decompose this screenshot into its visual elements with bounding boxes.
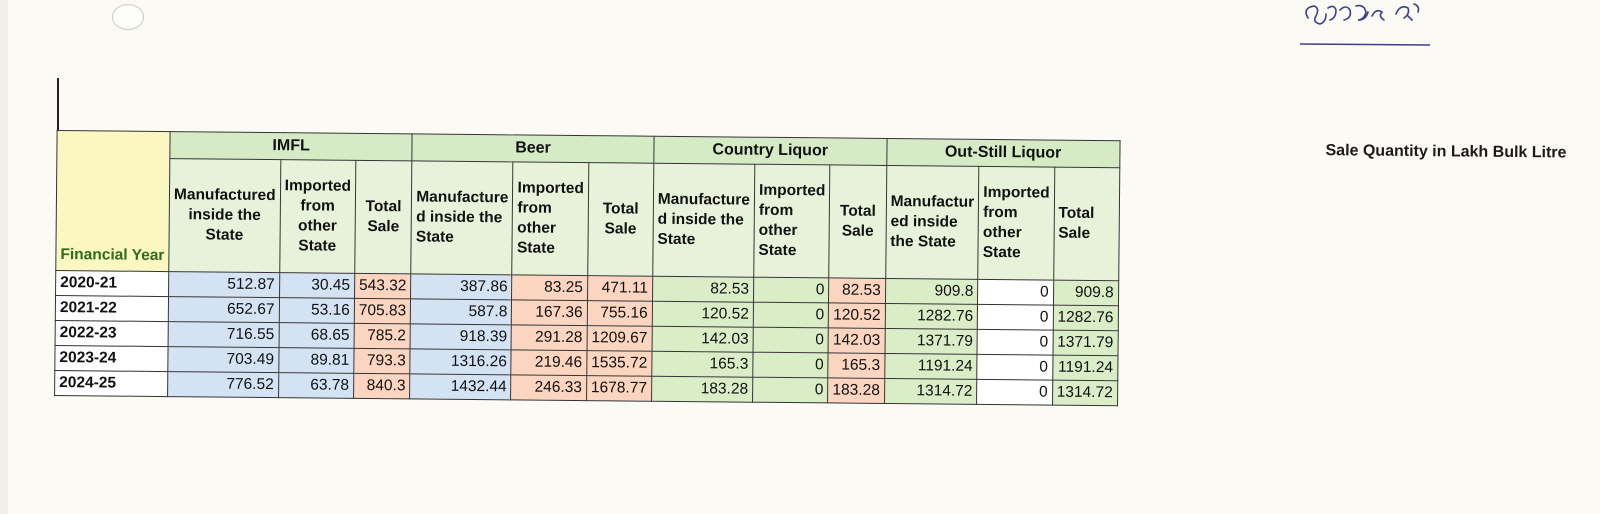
value-cell: 1535.72 — [586, 350, 652, 377]
country-imported-header: Imported from other State — [753, 164, 831, 278]
value-cell: 1371.79 — [1052, 330, 1118, 356]
group-out-still-liquor: Out-Still Liquor — [886, 138, 1120, 168]
beer-imported-header: Imported from other State — [512, 161, 589, 276]
value-cell: 387.86 — [410, 273, 513, 300]
value-cell: 1371.79 — [884, 328, 978, 355]
year-cell: 2020-21 — [55, 270, 169, 297]
value-cell: 165.3 — [651, 351, 753, 378]
value-cell: 716.55 — [168, 321, 279, 348]
imfl-imported-header: Imported from other State — [279, 159, 356, 274]
value-cell: 142.03 — [651, 326, 754, 353]
year-cell: 2024-25 — [54, 370, 168, 397]
imfl-total-header: Total Sale — [354, 160, 413, 274]
value-cell: 142.03 — [828, 327, 885, 354]
value-cell: 471.11 — [587, 275, 653, 302]
value-cell: 0 — [977, 279, 1054, 306]
value-cell: 30.45 — [279, 272, 355, 299]
value-cell: 82.53 — [652, 276, 754, 303]
punch-hole — [112, 4, 144, 30]
value-cell: 705.83 — [354, 298, 411, 324]
value-cell: 68.65 — [278, 322, 355, 349]
value-cell: 840.3 — [353, 373, 411, 399]
value-cell: 587.8 — [410, 298, 512, 325]
value-cell: 512.87 — [168, 271, 280, 298]
value-cell: 0 — [752, 352, 829, 378]
sales-table: Financial Year IMFL Beer Country Liquor … — [54, 130, 1120, 406]
value-cell: 909.8 — [1053, 280, 1119, 306]
value-cell: 793.3 — [353, 348, 411, 374]
outstill-total-header: Total Sale — [1053, 167, 1120, 281]
beer-total-header: Total Sale — [587, 162, 654, 277]
value-cell: 1282.76 — [884, 303, 978, 330]
value-cell: 63.78 — [278, 372, 354, 399]
page-edge — [0, 0, 8, 514]
year-cell: 2023-24 — [54, 345, 169, 372]
beer-manufactured-header: Manufacture d inside the State — [411, 160, 514, 275]
value-cell: 1191.24 — [1052, 355, 1118, 381]
value-cell: 0 — [977, 329, 1053, 356]
value-cell: 1191.24 — [884, 353, 978, 380]
group-country-liquor: Country Liquor — [653, 136, 887, 166]
value-cell: 53.16 — [278, 297, 355, 324]
value-cell: 0 — [977, 354, 1053, 381]
year-cell: 2022-23 — [55, 320, 169, 347]
value-cell: 703.49 — [167, 346, 279, 373]
value-cell: 1314.72 — [884, 378, 978, 405]
group-beer: Beer — [412, 133, 654, 164]
value-cell: 1314.72 — [1052, 380, 1118, 406]
signature — [1299, 0, 1450, 50]
value-cell: 0 — [977, 304, 1054, 331]
value-cell: 1432.44 — [409, 373, 512, 400]
margin-line — [57, 78, 59, 130]
value-cell: 1282.76 — [1052, 305, 1119, 331]
value-cell: 89.81 — [278, 347, 354, 374]
value-cell: 543.32 — [354, 273, 412, 299]
value-cell: 183.28 — [651, 376, 753, 403]
value-cell: 219.46 — [511, 349, 587, 376]
value-cell: 183.28 — [827, 377, 885, 404]
value-cell: 0 — [976, 379, 1053, 406]
value-cell: 167.36 — [511, 299, 588, 326]
country-manufactured-header: Manufacture d inside the State — [652, 163, 755, 278]
caption-units: Sale Quantity in Lakh Bulk Litre — [1325, 142, 1567, 162]
value-cell: 246.33 — [511, 374, 587, 401]
value-cell: 0 — [752, 327, 829, 353]
value-cell: 83.25 — [511, 274, 588, 301]
value-cell: 1678.77 — [586, 375, 652, 402]
group-imfl: IMFL — [169, 131, 413, 161]
outstill-manufactured-header: Manufactur ed inside the State — [885, 165, 980, 280]
value-cell: 1209.67 — [586, 325, 653, 352]
value-cell: 918.39 — [410, 323, 512, 350]
value-cell: 0 — [752, 377, 829, 403]
year-cell: 2021-22 — [55, 295, 169, 322]
value-cell: 0 — [753, 277, 830, 303]
value-cell: 0 — [753, 302, 829, 328]
value-cell: 785.2 — [353, 323, 411, 349]
value-cell: 755.16 — [587, 300, 653, 327]
imfl-manufactured-header: Manufactured inside the State — [168, 158, 281, 273]
value-cell: 291.28 — [511, 324, 588, 351]
value-cell: 120.52 — [652, 301, 754, 328]
value-cell: 909.8 — [885, 278, 978, 305]
value-cell: 776.52 — [167, 371, 279, 398]
value-cell: 165.3 — [828, 352, 885, 379]
value-cell: 652.67 — [168, 296, 280, 323]
country-total-header: Total Sale — [829, 164, 887, 279]
outstill-imported-header: Imported from other State — [977, 166, 1055, 281]
financial-year-header: Financial Year — [55, 130, 171, 272]
value-cell: 120.52 — [828, 302, 886, 329]
value-cell: 1316.26 — [410, 348, 512, 375]
value-cell: 82.53 — [828, 277, 886, 304]
